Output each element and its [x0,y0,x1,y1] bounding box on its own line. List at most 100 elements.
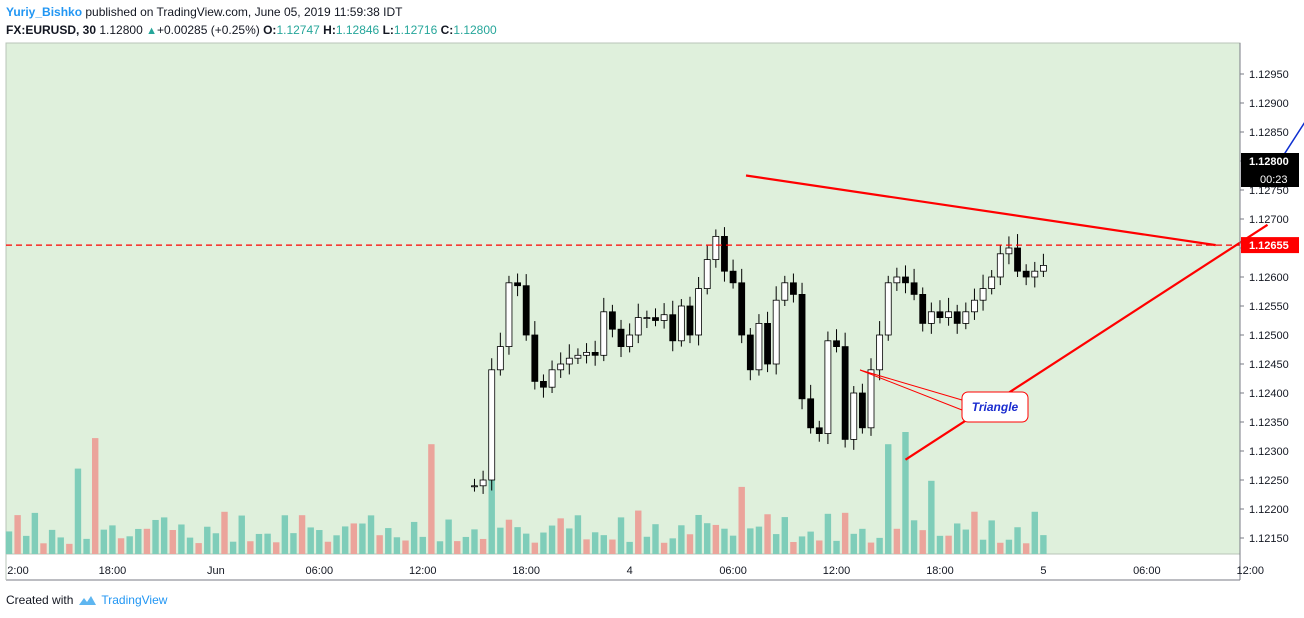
time-tick-label: 2:00 [7,565,28,577]
volume-bar [954,523,961,554]
volume-bar [74,468,82,554]
high-value: 1.12846 [335,23,380,37]
time-tick-label: 12:00 [1237,565,1265,577]
candle [565,344,573,375]
candle-body [686,305,694,336]
time-tick-label: Jun [207,565,225,577]
candle [1005,236,1013,265]
volume-bar [902,432,909,554]
ohlc-legend: FX:EURUSD, 30 1.12800 ▲+0.00285 (+0.25%)… [6,23,497,37]
volume-bar [747,528,754,554]
volume-bar [548,525,556,554]
tradingview-cloud-icon [79,596,97,605]
volume-bar [48,529,56,554]
candle [634,303,642,344]
candle-body [471,485,478,488]
volume-bar [298,515,306,554]
volume-bar [1014,527,1021,554]
price-tick-label: 1.12250 [1249,475,1289,487]
price-tick-label: 1.12150 [1249,533,1289,545]
candle-body [996,253,1004,278]
candle-body [815,427,823,434]
volume-bar [591,532,599,554]
callout-box[interactable] [961,391,1029,423]
volume-bar [1022,543,1030,554]
candle-body [953,311,961,324]
candle-body [902,276,909,284]
volume-bar [135,528,142,554]
candle-body [1031,270,1039,278]
publisher-username[interactable]: Yuriy_Bishko [6,5,83,19]
candle-body [945,311,952,318]
time-tick-label: 18:00 [926,565,954,577]
volume-bar [410,521,418,554]
volume-bar [204,526,211,554]
hline-price-label: 1.12655 [1249,240,1289,252]
volume-bar [876,537,883,554]
price-tick-label: 1.12400 [1249,388,1289,400]
volume-bar [126,536,133,554]
candle-body [1005,247,1013,255]
candle [971,288,978,320]
price-tick-label: 1.12350 [1249,417,1289,429]
candle [479,470,487,494]
candle [496,332,504,376]
low-label: L: [382,23,394,37]
volume-bar [393,537,401,554]
candle [626,323,634,353]
volume-bar [31,512,39,554]
volume-bar [255,533,263,554]
price-tick-label: 1.12850 [1249,127,1289,139]
volume-bar [885,444,892,554]
candle [729,259,737,289]
volume-bar [83,538,90,554]
candle [505,275,513,355]
candle [488,358,496,491]
volume-bar [488,474,495,554]
volume-bar [290,533,297,554]
tradingview-brand[interactable]: TradingView [101,593,168,607]
time-tick-label: 12:00 [823,565,851,577]
candle-body [867,369,875,429]
volume-bar [936,535,944,554]
low-value: 1.12716 [393,23,438,37]
candle-body [833,340,840,347]
volume-bar [600,535,607,554]
volume-bar [367,515,375,554]
candlesticks [471,227,1047,494]
open-value: 1.12747 [276,23,320,37]
volume-bar [23,535,30,554]
candle-body [677,305,685,342]
time-tick-label: 18:00 [512,565,540,577]
volume-bar [402,540,409,554]
candle [979,274,987,311]
candle [945,297,952,326]
candle-body [540,380,547,388]
candle [540,374,547,398]
publisher-line: Yuriy_Bishko published on TradingView.co… [6,5,402,19]
candle-body [988,276,996,289]
volume-bar [385,528,392,554]
candle-body [841,346,849,440]
volume-bar [247,541,254,554]
volume-bar [92,438,99,554]
price-tick-label: 1.12750 [1249,185,1289,197]
volume-bar [574,515,582,554]
resistance-trendline[interactable] [745,174,1216,247]
up-arrow-line[interactable] [1275,60,1304,168]
volume-bar [333,535,340,554]
plot-area[interactable] [5,42,1241,555]
candle-body [962,311,970,324]
candle [962,302,970,330]
candle-body [936,311,944,318]
high-label: H: [323,23,336,37]
volume-bar [195,543,202,554]
volume-bar [540,532,547,554]
candle [755,314,763,376]
candle-body [1040,264,1047,272]
candle-body [496,346,504,371]
candle-body [919,293,927,324]
volume-bar [376,535,383,554]
candle-body [712,235,720,260]
